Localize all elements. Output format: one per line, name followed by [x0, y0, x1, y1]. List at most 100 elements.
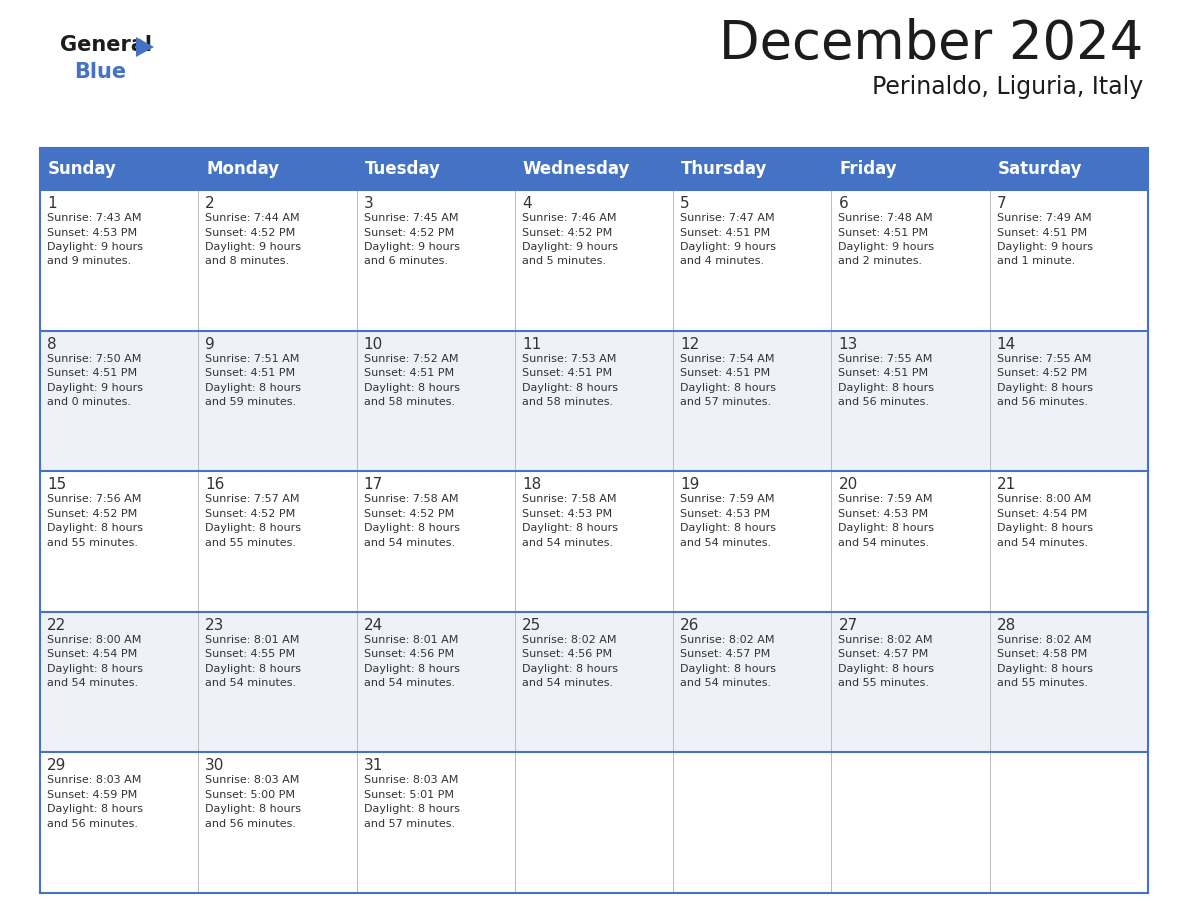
Text: Daylight: 8 hours: Daylight: 8 hours	[364, 523, 460, 533]
Text: 6: 6	[839, 196, 848, 211]
Text: and 54 minutes.: and 54 minutes.	[522, 538, 613, 548]
Text: General: General	[61, 35, 152, 55]
Text: and 0 minutes.: and 0 minutes.	[48, 397, 131, 407]
Text: Sunrise: 7:54 AM: Sunrise: 7:54 AM	[681, 353, 775, 364]
Text: Sunset: 4:52 PM: Sunset: 4:52 PM	[364, 509, 454, 519]
Text: and 8 minutes.: and 8 minutes.	[206, 256, 290, 266]
Text: 1: 1	[48, 196, 57, 211]
Text: 18: 18	[522, 477, 541, 492]
Text: Sunrise: 7:45 AM: Sunrise: 7:45 AM	[364, 213, 459, 223]
Text: Sunday: Sunday	[48, 160, 116, 178]
Text: Thursday: Thursday	[681, 160, 767, 178]
Text: Sunrise: 7:48 AM: Sunrise: 7:48 AM	[839, 213, 933, 223]
Text: Daylight: 8 hours: Daylight: 8 hours	[681, 523, 776, 533]
Text: Sunset: 4:57 PM: Sunset: 4:57 PM	[839, 649, 929, 659]
Text: 26: 26	[681, 618, 700, 633]
Text: 12: 12	[681, 337, 700, 352]
Text: 10: 10	[364, 337, 383, 352]
Bar	[40, 611, 1148, 753]
Text: 25: 25	[522, 618, 541, 633]
Text: Sunrise: 8:02 AM: Sunrise: 8:02 AM	[522, 635, 617, 644]
Bar	[40, 753, 1148, 893]
Text: Sunrise: 8:02 AM: Sunrise: 8:02 AM	[997, 635, 1092, 644]
Text: and 54 minutes.: and 54 minutes.	[522, 678, 613, 688]
Text: Sunset: 4:51 PM: Sunset: 4:51 PM	[364, 368, 454, 378]
Text: 27: 27	[839, 618, 858, 633]
Text: and 54 minutes.: and 54 minutes.	[364, 678, 455, 688]
Text: Sunrise: 7:58 AM: Sunrise: 7:58 AM	[522, 494, 617, 504]
Text: Sunset: 4:51 PM: Sunset: 4:51 PM	[839, 228, 929, 238]
Text: and 54 minutes.: and 54 minutes.	[681, 538, 771, 548]
Text: Daylight: 8 hours: Daylight: 8 hours	[48, 664, 143, 674]
Text: and 56 minutes.: and 56 minutes.	[48, 819, 138, 829]
Text: and 2 minutes.: and 2 minutes.	[839, 256, 923, 266]
Text: Daylight: 8 hours: Daylight: 8 hours	[206, 383, 302, 393]
Text: Sunset: 4:59 PM: Sunset: 4:59 PM	[48, 789, 138, 800]
Text: Daylight: 8 hours: Daylight: 8 hours	[48, 523, 143, 533]
Text: Sunset: 4:54 PM: Sunset: 4:54 PM	[48, 649, 138, 659]
Text: Daylight: 9 hours: Daylight: 9 hours	[48, 242, 143, 252]
Text: and 54 minutes.: and 54 minutes.	[681, 678, 771, 688]
Text: Sunrise: 7:50 AM: Sunrise: 7:50 AM	[48, 353, 141, 364]
Text: Sunset: 4:53 PM: Sunset: 4:53 PM	[48, 228, 137, 238]
Text: Sunset: 4:52 PM: Sunset: 4:52 PM	[206, 509, 296, 519]
Text: 5: 5	[681, 196, 690, 211]
Text: Sunset: 4:52 PM: Sunset: 4:52 PM	[206, 228, 296, 238]
Text: Sunrise: 7:59 AM: Sunrise: 7:59 AM	[681, 494, 775, 504]
Text: Perinaldo, Liguria, Italy: Perinaldo, Liguria, Italy	[872, 75, 1143, 99]
Text: Sunrise: 8:02 AM: Sunrise: 8:02 AM	[681, 635, 775, 644]
Text: and 55 minutes.: and 55 minutes.	[997, 678, 1088, 688]
Text: and 1 minute.: and 1 minute.	[997, 256, 1075, 266]
Text: Sunrise: 7:55 AM: Sunrise: 7:55 AM	[997, 353, 1091, 364]
Text: Sunset: 4:53 PM: Sunset: 4:53 PM	[522, 509, 612, 519]
Text: and 5 minutes.: and 5 minutes.	[522, 256, 606, 266]
Text: Sunrise: 8:00 AM: Sunrise: 8:00 AM	[997, 494, 1091, 504]
Text: 15: 15	[48, 477, 67, 492]
Text: Daylight: 9 hours: Daylight: 9 hours	[522, 242, 618, 252]
Text: Daylight: 8 hours: Daylight: 8 hours	[839, 383, 935, 393]
Text: and 55 minutes.: and 55 minutes.	[206, 538, 296, 548]
Text: Sunset: 4:57 PM: Sunset: 4:57 PM	[681, 649, 770, 659]
Text: and 54 minutes.: and 54 minutes.	[48, 678, 138, 688]
Text: Sunset: 5:01 PM: Sunset: 5:01 PM	[364, 789, 454, 800]
Text: Daylight: 8 hours: Daylight: 8 hours	[364, 664, 460, 674]
Text: and 54 minutes.: and 54 minutes.	[839, 538, 929, 548]
Text: Daylight: 8 hours: Daylight: 8 hours	[997, 383, 1093, 393]
Text: and 6 minutes.: and 6 minutes.	[364, 256, 448, 266]
Text: 4: 4	[522, 196, 531, 211]
Bar	[832, 148, 990, 190]
Text: Sunset: 4:54 PM: Sunset: 4:54 PM	[997, 509, 1087, 519]
Text: Sunset: 4:52 PM: Sunset: 4:52 PM	[48, 509, 138, 519]
Bar	[356, 148, 514, 190]
Text: and 54 minutes.: and 54 minutes.	[997, 538, 1088, 548]
Bar	[40, 330, 1148, 471]
Text: Sunset: 4:52 PM: Sunset: 4:52 PM	[522, 228, 612, 238]
Text: Sunrise: 7:58 AM: Sunrise: 7:58 AM	[364, 494, 459, 504]
Text: Daylight: 8 hours: Daylight: 8 hours	[681, 383, 776, 393]
Text: Daylight: 8 hours: Daylight: 8 hours	[522, 664, 618, 674]
Text: Daylight: 9 hours: Daylight: 9 hours	[364, 242, 460, 252]
Text: 16: 16	[206, 477, 225, 492]
Text: and 4 minutes.: and 4 minutes.	[681, 256, 764, 266]
Text: and 56 minutes.: and 56 minutes.	[206, 819, 296, 829]
Text: Sunset: 4:53 PM: Sunset: 4:53 PM	[839, 509, 929, 519]
Text: Sunset: 4:51 PM: Sunset: 4:51 PM	[206, 368, 296, 378]
Text: Daylight: 8 hours: Daylight: 8 hours	[206, 804, 302, 814]
Text: 23: 23	[206, 618, 225, 633]
Text: Saturday: Saturday	[998, 160, 1082, 178]
Bar	[990, 148, 1148, 190]
Text: Sunset: 5:00 PM: Sunset: 5:00 PM	[206, 789, 296, 800]
Text: Daylight: 8 hours: Daylight: 8 hours	[681, 664, 776, 674]
Text: Daylight: 8 hours: Daylight: 8 hours	[839, 523, 935, 533]
Text: Daylight: 8 hours: Daylight: 8 hours	[997, 664, 1093, 674]
Text: Sunset: 4:56 PM: Sunset: 4:56 PM	[364, 649, 454, 659]
Bar	[198, 148, 356, 190]
Text: Sunrise: 7:47 AM: Sunrise: 7:47 AM	[681, 213, 775, 223]
Text: 31: 31	[364, 758, 383, 773]
Text: Friday: Friday	[840, 160, 897, 178]
Text: 30: 30	[206, 758, 225, 773]
Text: 11: 11	[522, 337, 541, 352]
Text: Sunrise: 8:03 AM: Sunrise: 8:03 AM	[206, 776, 299, 786]
Text: Sunrise: 8:00 AM: Sunrise: 8:00 AM	[48, 635, 141, 644]
Text: Sunrise: 7:55 AM: Sunrise: 7:55 AM	[839, 353, 933, 364]
